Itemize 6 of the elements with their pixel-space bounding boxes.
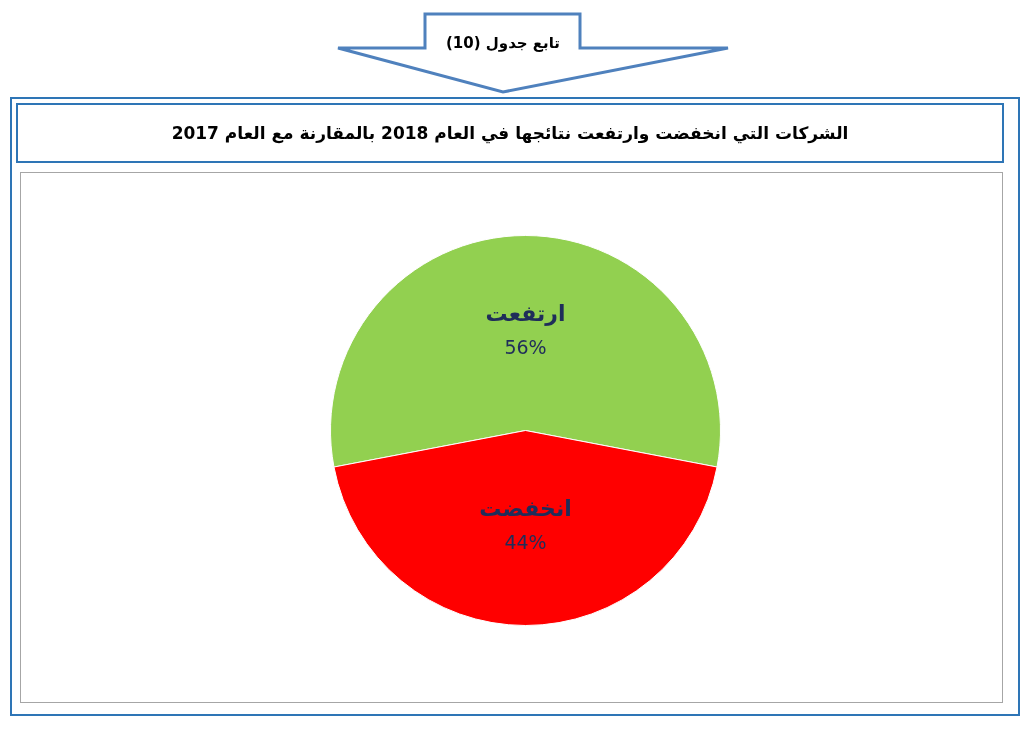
data-label: 44% bbox=[504, 530, 547, 553]
slice-label: انخفضت bbox=[479, 495, 572, 521]
chart-title: الشركات التي انخفضت وارتفعت نتائجها في العام 2018 بالمقارنة مع العام 2017 bbox=[171, 123, 849, 143]
data-label: 56% bbox=[504, 335, 547, 358]
text: تابع جدول (10) bbox=[446, 34, 560, 52]
slice-label: ارتفعت bbox=[485, 300, 566, 326]
